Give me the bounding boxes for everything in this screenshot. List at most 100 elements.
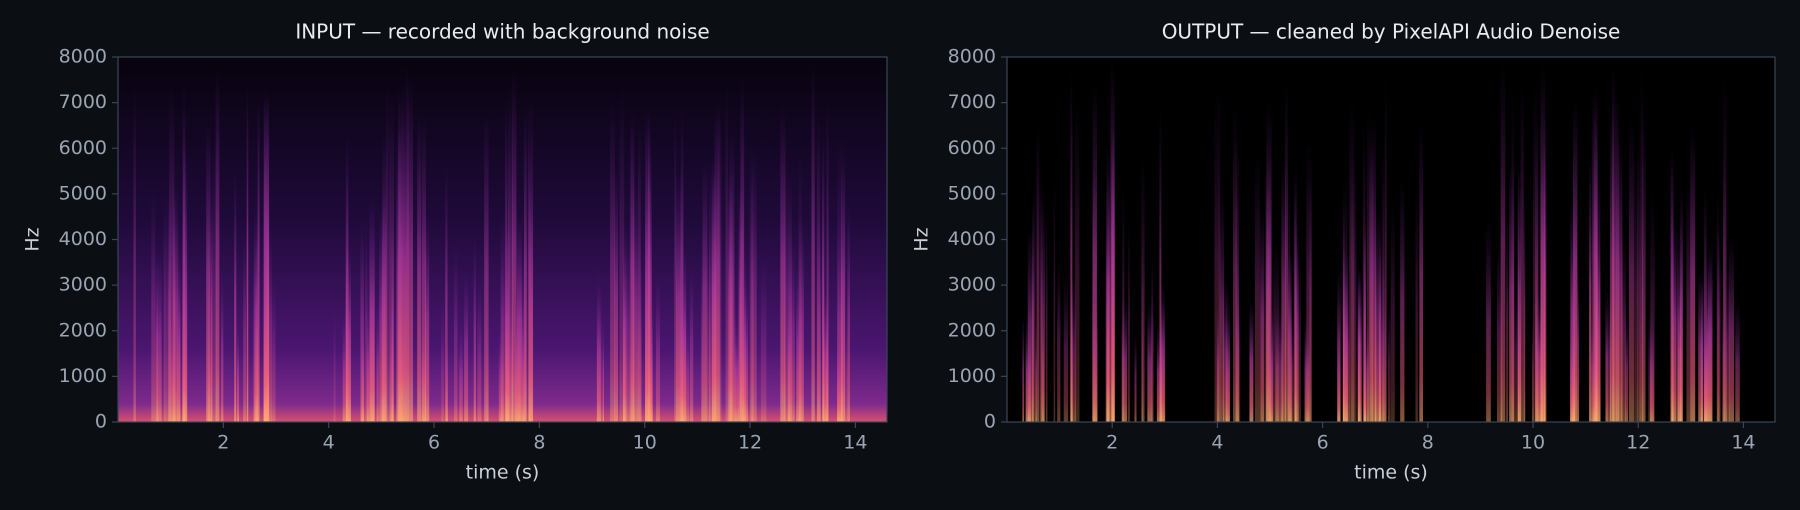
spectrogram-streak [847, 200, 850, 422]
spectrogram-streak [155, 253, 159, 422]
spectrogram-streak [263, 177, 267, 422]
spectrogram [118, 57, 887, 422]
spectrogram-streak [1289, 309, 1294, 422]
spectrogram-streak [1306, 141, 1312, 422]
spectrogram-streak [391, 213, 394, 422]
spectrogram-streak [508, 82, 514, 422]
spectrogram-streak [610, 95, 615, 422]
spectrogram-streak [178, 239, 181, 422]
spectrogram-streak [1723, 167, 1726, 422]
spectrogram-streak [516, 214, 522, 422]
spectrogram-streak [1641, 106, 1646, 422]
spectrogram-streak [629, 286, 633, 422]
spectrogram-streak [1415, 175, 1418, 422]
x-tick-label: 12 [738, 432, 762, 454]
spectrogram-streak [182, 205, 188, 422]
spectrogram-streak [1419, 124, 1424, 422]
spectrogram-streak [1235, 256, 1239, 422]
spectrogram-streak [1159, 108, 1162, 422]
spectrogram-streak [1035, 320, 1038, 422]
spectrogram-streak [1219, 189, 1225, 422]
spectrogram-streak [1671, 217, 1677, 422]
spectrogram-streak [1141, 154, 1145, 422]
spectrogram-streak [1279, 300, 1284, 422]
spectrogram-streak [257, 90, 260, 422]
spectrogram-streak [1374, 316, 1380, 422]
spectrogram-streak [602, 316, 605, 422]
spectrogram-streak [1057, 255, 1061, 422]
x-tick-label: 6 [428, 432, 440, 454]
spectrogram-streak [644, 202, 650, 422]
spectrogram-streak [1273, 239, 1280, 422]
spectrogram-streak [840, 147, 846, 422]
spectrogram-streak [215, 65, 220, 422]
spectrogram-streak [1571, 243, 1575, 422]
spectrogram-streak [1648, 304, 1653, 422]
spectrogram-streak [1621, 228, 1626, 422]
spectrogram-streak [1214, 87, 1220, 422]
spectrogram-streak [1269, 305, 1274, 422]
spectrogram-streak [1374, 198, 1377, 422]
spectrogram-streak [1349, 99, 1355, 422]
spectrogram-streak [1226, 288, 1230, 422]
spectrogram-streak [237, 321, 240, 422]
spectrogram-streak [1105, 207, 1108, 422]
spectrogram-streak [619, 82, 625, 422]
spectrogram-streak [1122, 182, 1125, 422]
spectrogram-streak [441, 294, 445, 422]
spectrogram-streak [733, 270, 736, 422]
spectrogram-streak [796, 263, 801, 422]
y-tick-label: 0 [984, 411, 996, 433]
spectrogram-streak [614, 166, 619, 422]
spectrogram-streak [133, 78, 137, 422]
spectrogram-streak [648, 108, 651, 422]
y-tick-label: 3000 [948, 274, 996, 296]
spectrogram-streak [396, 128, 402, 422]
spectrogram-streak [623, 225, 627, 422]
spectrogram-streak [1358, 264, 1362, 422]
spectrogram-streak [1390, 195, 1395, 422]
spectrogram-streak [1618, 135, 1623, 422]
spectrogram-streak [787, 270, 791, 422]
spectrogram-streak [1366, 105, 1371, 422]
spectrogram-streak [1045, 200, 1048, 422]
y-tick-label: 4000 [59, 228, 107, 250]
x-tick-label: 8 [533, 432, 545, 454]
spectrogram-streak [1509, 157, 1515, 422]
x-tick-label: 14 [843, 432, 867, 454]
spectrogram-streak [734, 318, 739, 422]
spectrogram-streak [512, 67, 517, 422]
spectrogram-streak [1110, 138, 1116, 422]
spectrogram-streak [1121, 296, 1128, 422]
y-tick-label: 7000 [59, 91, 107, 113]
spectrogram-streak [445, 162, 448, 422]
spectrogram-streak [709, 158, 711, 422]
spectrogram-streak [1040, 195, 1045, 422]
spectrogram-streak [760, 251, 767, 422]
spectrogram-streak [1266, 101, 1272, 422]
spectrogram-streak [1690, 125, 1696, 422]
spectrogram-streak [417, 111, 422, 422]
x-tick-label: 12 [1626, 432, 1650, 454]
spectrogram-streak [711, 160, 717, 422]
spectrogram-streak [826, 94, 829, 422]
spectrogram-streak [1387, 298, 1391, 422]
x-tick-label: 2 [217, 432, 229, 454]
spectrogram-streak [1706, 253, 1712, 422]
spectrogram-streak [1728, 236, 1735, 422]
spectrogram-streak [1272, 253, 1274, 422]
spectrogram-streak [638, 119, 641, 422]
y-tick-label: 4000 [948, 228, 996, 250]
spectrogram-streak [751, 152, 757, 422]
spectrogram-streak [630, 108, 635, 422]
spectrogram-streak [1053, 169, 1056, 422]
spectrogram-streak [679, 246, 684, 422]
spectrogram-streak [1500, 62, 1506, 422]
spectrogram-streak [1637, 130, 1641, 422]
spectrogram-streak [1589, 155, 1592, 422]
spectrogram-streak [1223, 276, 1228, 422]
spectrogram-streak [1134, 329, 1137, 422]
spectrogram-streak [1531, 311, 1534, 422]
spectrogram-streak [464, 269, 469, 422]
